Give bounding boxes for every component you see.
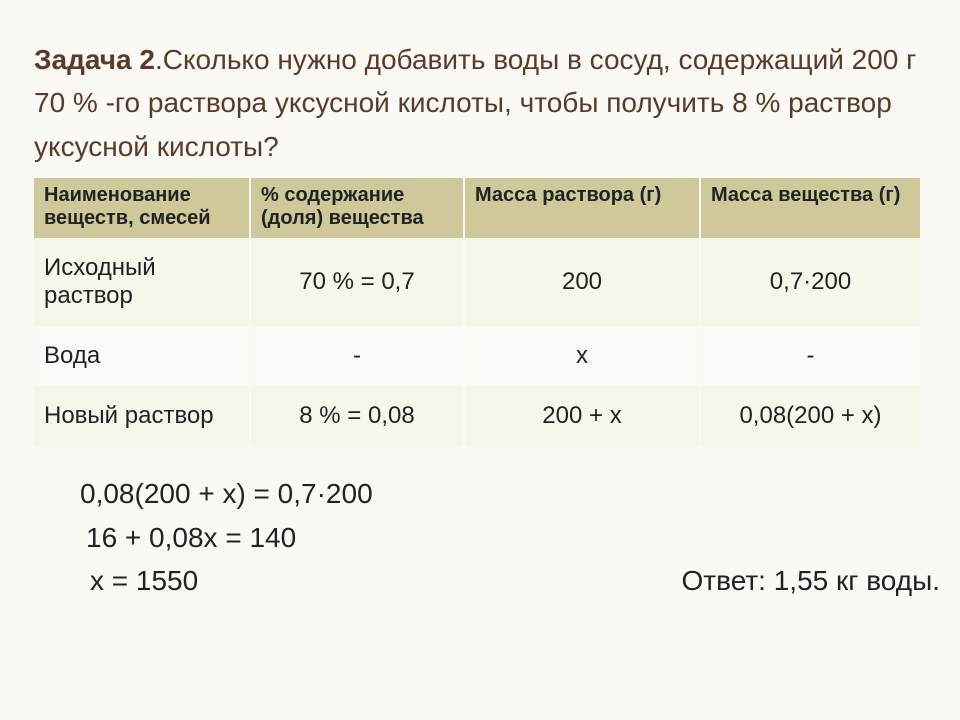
row-mass-sub: 0,08(200 + х) xyxy=(700,386,920,446)
col-header-mass-sol: Масса раствора (г) xyxy=(464,178,700,238)
row-percent: 8 % = 0,08 xyxy=(250,386,464,446)
solution-work: 0,08(200 + х) = 0,7·200 16 + 0,08х = 140… xyxy=(34,472,926,602)
table-header: Наименование веществ, смесей % содержани… xyxy=(34,178,920,238)
table-row: Новый раствор 8 % = 0,08 200 + х 0,08(20… xyxy=(34,386,920,446)
work-line-2: 16 + 0,08х = 140 xyxy=(80,516,926,559)
problem-text: .Сколько нужно добавить воды в сосуд, со… xyxy=(34,44,916,162)
problem-title: Задача 2.Сколько нужно добавить воды в с… xyxy=(34,38,926,168)
table-row: Вода - х - xyxy=(34,326,920,386)
col-header-percent: % содержание (доля) вещества xyxy=(250,178,464,238)
row-percent: 70 % = 0,7 xyxy=(250,238,464,326)
slide-page: Задача 2.Сколько нужно добавить воды в с… xyxy=(0,0,960,720)
final-answer: Ответ: 1,55 кг воды. xyxy=(682,559,940,602)
row-name: Новый раствор xyxy=(34,386,250,446)
row-name: Исходный раствор xyxy=(34,238,250,326)
row-name: Вода xyxy=(34,326,250,386)
row-mass-sol: х xyxy=(464,326,700,386)
work-line-1: 0,08(200 + х) = 0,7·200 xyxy=(80,472,926,515)
work-line-3: х = 1550 xyxy=(80,559,198,602)
row-mass-sol: 200 + х xyxy=(464,386,700,446)
row-mass-sub: - xyxy=(700,326,920,386)
col-header-mass-sub: Масса вещества (г) xyxy=(700,178,920,238)
table-row: Исходный раствор 70 % = 0,7 200 0,7·200 xyxy=(34,238,920,326)
row-percent: - xyxy=(250,326,464,386)
col-header-name: Наименование веществ, смесей xyxy=(34,178,250,238)
solution-table: Наименование веществ, смесей % содержани… xyxy=(34,178,920,446)
row-mass-sol: 200 xyxy=(464,238,700,326)
problem-label: Задача 2 xyxy=(34,44,155,75)
row-mass-sub: 0,7·200 xyxy=(700,238,920,326)
